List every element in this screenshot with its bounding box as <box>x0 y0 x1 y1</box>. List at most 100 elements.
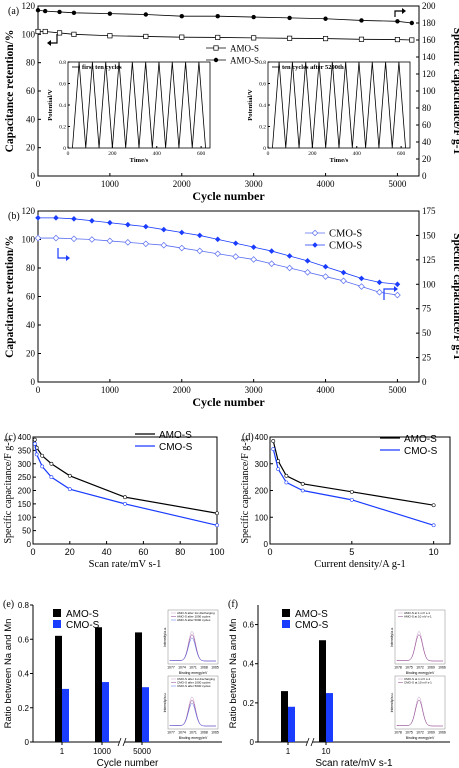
panel-label: (b) <box>8 211 20 222</box>
data-point <box>322 273 329 280</box>
data-point <box>215 14 220 19</box>
y-axis-label: Ratio between Na and Mn <box>228 619 239 729</box>
inset-x-label: Binding energy/eV <box>179 671 208 675</box>
inset-x-tick-label: 1069 <box>427 731 435 735</box>
legend: AMO-S AMO-S <box>206 44 259 66</box>
axis-break-gap <box>119 738 125 746</box>
axis-break-mark <box>305 737 310 747</box>
data-point <box>304 258 311 264</box>
data-point <box>57 30 63 36</box>
bar-amo-s-1 <box>281 691 288 742</box>
panel-label: (e) <box>3 599 14 610</box>
data-point <box>359 18 364 23</box>
data-point <box>340 277 347 285</box>
data-point <box>287 15 292 21</box>
inset-x-label: Time/s <box>130 157 149 164</box>
series-0 <box>35 28 415 43</box>
data-point <box>70 235 78 243</box>
legend-label: AMO-S <box>159 430 192 441</box>
data-point <box>376 288 383 296</box>
series-0 <box>34 234 401 299</box>
data-point <box>322 36 329 42</box>
y-tick-label: 0 <box>264 540 269 549</box>
x-axis-label: Current density/A g-1 <box>314 559 406 570</box>
inset-y-tick-label: 0.2 <box>259 125 266 131</box>
legend-label: AMO-S <box>404 434 437 445</box>
inset-y-label: Intensity/a.u. <box>390 693 394 713</box>
x-tick-label: 2000 <box>173 179 192 189</box>
data-point <box>178 244 186 252</box>
data-point <box>142 240 150 248</box>
bar-amo-s-1000 <box>95 627 102 742</box>
x-axis-label: Scan rate/mV s-1 <box>315 758 393 768</box>
inset-legend-label: AMO-S at 10 mV s-1 <box>404 615 432 619</box>
y-tick-label: 50 <box>22 527 31 536</box>
data-point <box>67 473 72 478</box>
inset-y-tick-label: 0.8 <box>59 60 66 66</box>
y-tick-label: 250 <box>18 473 32 482</box>
data-point <box>395 19 400 24</box>
y2-tick-label: 200 <box>422 1 436 11</box>
x-tick-label: 60 <box>138 547 148 557</box>
x-tick-label: 1000 <box>93 747 111 756</box>
arrow-shaft <box>383 288 394 300</box>
inset-y-tick-label: 0.4 <box>259 103 266 109</box>
y2-tick-label: 160 <box>422 35 436 45</box>
y-tick-label: 0 <box>31 377 36 387</box>
y-tick-label: 200 <box>255 487 269 496</box>
inset-legend-label: AMO-S at 1 mV s-1 <box>404 611 430 615</box>
data-point <box>53 215 59 221</box>
series-line <box>272 448 434 526</box>
inset-y-tick-label: 0.6 <box>259 82 266 88</box>
legend-marker <box>213 45 219 51</box>
data-point <box>300 481 305 486</box>
data-point <box>349 489 354 494</box>
inset-y-tick-label: 0 <box>263 146 266 152</box>
y2-tick-label: 120 <box>422 69 436 79</box>
data-point <box>376 279 383 286</box>
inset-x-label: Time/s <box>330 157 349 164</box>
data-point <box>178 229 185 236</box>
inset-after-5200: 0 200 400 600 0 0.2 0.4 0.6 0.8 Time/s Potential/V… <box>247 60 411 164</box>
data-point <box>358 283 365 290</box>
data-point <box>34 234 42 242</box>
inset-x-tick-label: 400 <box>153 151 162 157</box>
inset-x-label: Binding energy/eV <box>179 736 208 740</box>
data-point <box>143 223 149 230</box>
legend-swatch <box>282 609 290 617</box>
y-tick-label: 300 <box>18 460 32 469</box>
inset-y-tick-label: 0.2 <box>59 125 66 131</box>
data-point <box>143 33 149 40</box>
inset-x-tick-label: 1077 <box>167 731 175 735</box>
inset-frame <box>394 675 446 730</box>
y-tick-label: 0.6 <box>243 621 255 630</box>
data-point <box>106 237 114 245</box>
y-tick-label: 40 <box>26 114 36 124</box>
inset-y-tick-label: 0.8 <box>259 60 266 66</box>
data-point <box>123 501 127 506</box>
data-point <box>431 523 436 528</box>
y2-tick-label: 20 <box>422 154 432 164</box>
data-point <box>251 35 257 41</box>
series-line <box>34 443 218 526</box>
legend-label: AMO-S <box>66 609 99 620</box>
y-tick-label: 60 <box>26 292 36 302</box>
y-tick-label: 100 <box>18 513 32 522</box>
y-tick-label: 0 <box>31 171 36 181</box>
data-point <box>123 495 127 500</box>
bar-cmo-s-10 <box>326 693 333 742</box>
x-tick-label: 0 <box>36 385 41 395</box>
arrow-head <box>66 255 70 261</box>
data-point <box>107 219 113 226</box>
data-point <box>179 34 185 40</box>
data-point <box>196 247 204 255</box>
bar-cmo-s-1000 <box>102 682 109 742</box>
y-axis-label: Capacitance retention/% <box>4 235 16 358</box>
inset-y-tick-label: 0.6 <box>59 82 66 88</box>
legend-marker <box>213 57 219 63</box>
arrow-head <box>394 286 398 292</box>
y-tick-label: 80 <box>26 263 36 273</box>
